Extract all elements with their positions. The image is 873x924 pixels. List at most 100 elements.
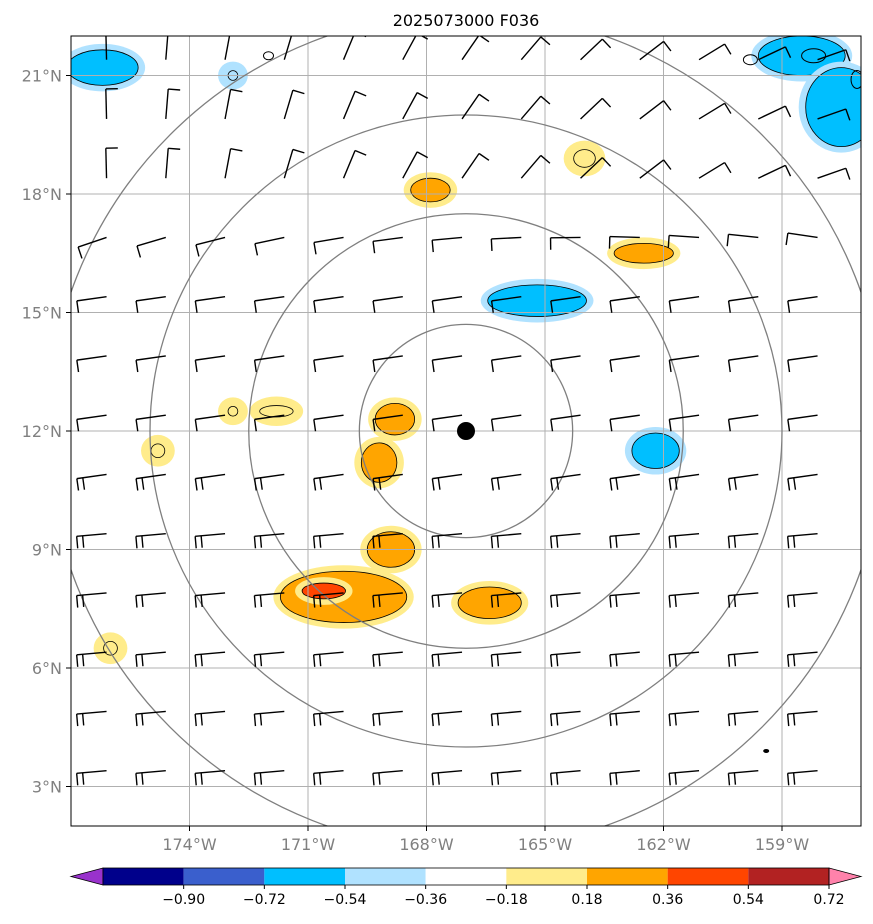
x-tick-label: 162°W (636, 835, 691, 854)
wind-barb (431, 592, 463, 608)
colorbar-segment (183, 868, 265, 885)
wind-barb (786, 651, 818, 667)
wind-barb (135, 473, 166, 491)
wind-barb (609, 592, 640, 608)
colorbar-tick-label: 0.72 (813, 892, 844, 908)
wind-barb (668, 414, 700, 432)
wind-barb (490, 414, 522, 432)
wind-barb (194, 473, 226, 491)
wind-barb (698, 43, 732, 61)
wind-barb (727, 592, 759, 608)
contour-fills (71, 36, 861, 665)
wind-barb (283, 36, 293, 60)
island-outline (263, 51, 274, 61)
wind-barb (253, 355, 285, 373)
wind-barb (549, 710, 581, 727)
colorbar-tick-label: −0.72 (243, 892, 286, 908)
wind-barb (431, 533, 463, 549)
wind-barb (490, 651, 522, 667)
wind-barb (75, 770, 107, 786)
wind-barb (549, 770, 581, 786)
contour-feature-halo (563, 140, 606, 177)
wind-barb (609, 296, 640, 313)
wind-barb (402, 91, 429, 120)
wind-barb (520, 154, 551, 179)
y-tick-label: 3°N (32, 778, 62, 797)
wind-barb (135, 296, 166, 313)
contour-feature (805, 67, 861, 147)
wind-barb (431, 710, 463, 727)
wind-barb (549, 592, 581, 608)
wind-barb (757, 105, 792, 120)
contour-feature (227, 405, 239, 417)
wind-barb (372, 473, 403, 491)
wind-barb (490, 533, 522, 549)
wind-barb (76, 296, 107, 313)
wind-barb (550, 473, 581, 491)
colorbar-extend-max (828, 867, 863, 886)
colorbar-segment (103, 868, 184, 885)
wind-barb (550, 296, 581, 313)
wind-barb (461, 152, 490, 179)
wind-barb (75, 710, 107, 727)
range-ring (248, 213, 684, 649)
colorbar-tick-label: 0.54 (733, 892, 764, 908)
wind-barb (75, 592, 107, 608)
wind-barb (787, 355, 818, 373)
wind-barb (639, 159, 672, 179)
wind-barb (283, 89, 305, 120)
wind-barb (105, 87, 118, 119)
wind-barb (609, 355, 640, 373)
wind-barb (342, 90, 367, 120)
wind-barb (312, 651, 344, 667)
wind-barb (490, 710, 522, 727)
wind-barb (549, 651, 581, 667)
wind-barb (372, 414, 403, 432)
wind-barb (786, 533, 818, 549)
colorbar-tick-label: −0.18 (485, 892, 528, 908)
island-outline (850, 69, 861, 89)
wind-barb (698, 102, 732, 120)
wind-barb (312, 592, 344, 608)
wind-barb (668, 355, 700, 373)
wind-barb (194, 414, 226, 432)
wind-barb (312, 533, 344, 549)
wind-barb (253, 414, 285, 432)
x-tick-label: 174°W (162, 835, 217, 854)
wind-barb (431, 296, 463, 313)
wind-barb (313, 414, 344, 432)
colorbar-frame (102, 867, 830, 886)
wind-barb (195, 236, 226, 257)
wind-barb (165, 147, 181, 179)
y-tick-label: 12°N (22, 422, 62, 441)
wind-barb (194, 355, 226, 373)
wind-barb (668, 710, 700, 727)
wind-barb (76, 473, 107, 491)
wind-barb (372, 355, 403, 373)
contour-feature (71, 49, 139, 86)
wind-barb (76, 414, 107, 432)
colorbar-segment (506, 868, 587, 885)
contour-feature-halo (141, 434, 175, 467)
colorbar-segment (264, 868, 345, 885)
colorbar-segment (425, 868, 507, 885)
colorbar-segment (748, 868, 829, 885)
wind-barb (253, 710, 285, 727)
wind-barbs (75, 36, 851, 786)
wind-barb (342, 149, 367, 179)
wind-barb (194, 592, 226, 608)
wind-barb (254, 236, 285, 256)
wind-barb (520, 95, 551, 120)
wind-barb (727, 473, 759, 491)
island-outline (801, 48, 827, 64)
wind-barb (490, 236, 522, 251)
wind-barb (431, 355, 463, 373)
wind-barb (549, 533, 581, 549)
wind-barb (668, 473, 700, 491)
wind-barb (253, 296, 285, 313)
x-tick-label: 168°W (399, 835, 454, 854)
wind-barb (817, 108, 851, 121)
wind-barb (787, 296, 818, 313)
island-outline (763, 748, 770, 753)
wind-barb (786, 710, 818, 727)
